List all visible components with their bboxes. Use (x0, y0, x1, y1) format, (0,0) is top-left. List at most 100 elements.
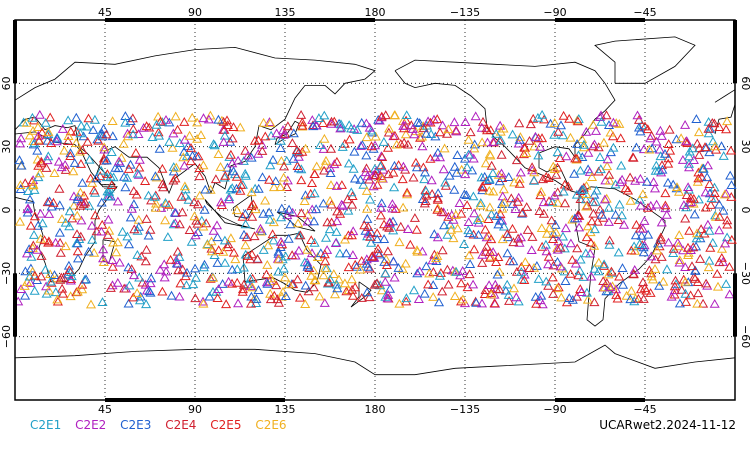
observation-marker (374, 249, 385, 259)
observation-marker (28, 179, 39, 189)
observation-marker (603, 269, 614, 279)
observation-marker (296, 175, 307, 185)
observation-marker (433, 188, 444, 198)
observation-marker (80, 274, 92, 284)
observation-marker (465, 259, 476, 268)
observation-marker (174, 291, 185, 301)
observation-marker (644, 265, 655, 274)
observation-marker (428, 292, 439, 301)
observation-marker (712, 268, 723, 278)
observation-marker (63, 136, 74, 145)
observation-marker (91, 226, 102, 236)
observation-marker (253, 285, 264, 294)
observation-marker (141, 121, 152, 131)
observation-marker (685, 290, 696, 300)
observation-marker (147, 132, 158, 141)
observation-marker (442, 264, 453, 274)
observation-marker (457, 294, 468, 304)
observation-marker (94, 129, 105, 139)
observation-marker (36, 251, 47, 260)
observation-marker (721, 279, 732, 288)
observation-marker (193, 151, 204, 161)
observation-marker (98, 244, 109, 254)
observation-marker (346, 187, 357, 197)
observation-marker (282, 210, 293, 220)
observation-marker (527, 165, 538, 175)
observation-marker (141, 214, 152, 223)
observation-marker (495, 135, 507, 145)
observation-marker (295, 230, 306, 240)
observation-marker (45, 112, 56, 122)
observation-marker (71, 126, 82, 136)
observation-marker (689, 209, 700, 219)
observation-marker (190, 293, 201, 303)
observation-marker (379, 234, 390, 243)
observation-marker (702, 160, 713, 170)
observation-marker (288, 128, 299, 138)
observation-marker (311, 161, 322, 171)
observation-marker (650, 165, 661, 175)
observation-marker (95, 171, 106, 181)
observation-marker (233, 155, 244, 165)
observation-marker (302, 244, 313, 254)
observation-marker (335, 119, 347, 129)
observation-marker (484, 252, 495, 262)
observation-marker (681, 136, 692, 145)
observation-marker (257, 172, 268, 182)
observation-marker (305, 188, 316, 198)
observation-marker (291, 145, 303, 154)
observation-marker (699, 142, 711, 152)
observation-marker (469, 244, 480, 254)
observation-marker (668, 243, 679, 253)
observation-marker (451, 266, 462, 276)
observation-marker (680, 297, 692, 306)
observation-markers (13, 109, 737, 309)
observation-marker (221, 299, 232, 309)
observation-marker (28, 229, 40, 239)
observation-marker (532, 112, 543, 122)
observation-marker (690, 241, 702, 251)
observation-marker (484, 202, 495, 212)
observation-marker (625, 195, 636, 205)
observation-marker (421, 128, 432, 138)
observation-marker (318, 270, 329, 280)
observation-marker (589, 139, 600, 149)
observation-marker (494, 284, 505, 294)
observation-marker (682, 138, 693, 147)
observation-marker (439, 220, 450, 230)
right-lat-label: −60 (739, 325, 750, 348)
coastline-path (594, 36, 696, 84)
observation-marker (271, 280, 282, 290)
observation-marker (547, 272, 558, 282)
observation-marker (376, 111, 387, 121)
observation-marker (250, 204, 261, 214)
observation-marker (15, 138, 26, 148)
right-lat-label: 60 (739, 76, 750, 90)
observation-marker (443, 279, 454, 289)
observation-marker (536, 223, 547, 232)
observation-marker (122, 128, 133, 138)
observation-marker (167, 142, 178, 152)
observation-marker (20, 290, 31, 300)
observation-marker (264, 174, 275, 184)
observation-marker (398, 161, 409, 171)
observation-marker (398, 202, 409, 212)
observation-marker (590, 196, 601, 206)
observation-marker (508, 256, 519, 266)
observation-marker (225, 149, 236, 159)
observation-marker (72, 286, 83, 296)
observation-marker (55, 247, 66, 257)
observation-marker (419, 167, 431, 177)
observation-marker (546, 215, 557, 225)
coastline-path (204, 199, 256, 230)
left-lat-label: 0 (0, 207, 13, 214)
observation-marker (449, 117, 460, 127)
observation-marker (72, 246, 83, 256)
observation-marker (567, 254, 578, 264)
observation-marker (657, 164, 668, 174)
observation-marker (77, 177, 88, 187)
observation-marker (463, 225, 474, 235)
observation-marker (260, 131, 271, 141)
observation-marker (36, 156, 47, 166)
observation-marker (308, 282, 319, 292)
